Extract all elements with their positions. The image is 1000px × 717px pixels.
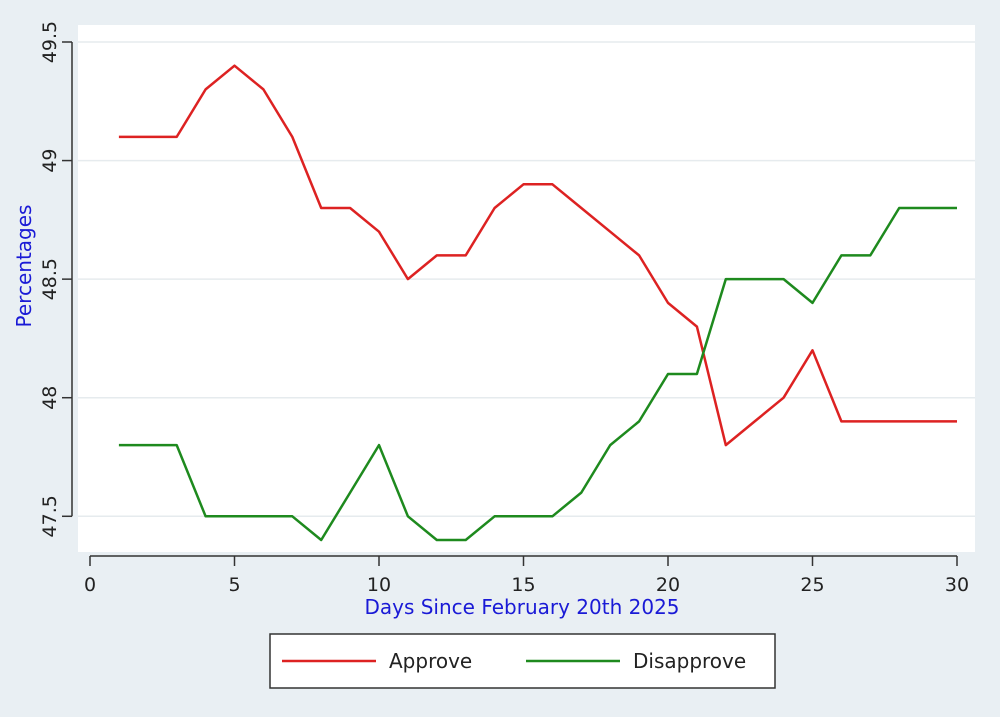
- y-tick-label: 49.5: [39, 21, 61, 63]
- legend-label-approve: Approve: [389, 649, 472, 673]
- legend-label-disapprove: Disapprove: [633, 649, 746, 673]
- x-tick-label: 25: [800, 574, 824, 596]
- series-line-disapprove: [118, 206, 957, 542]
- series-line-approve: [118, 64, 957, 447]
- x-axis-ticks: 0 5 10 15 20 25 30: [84, 556, 969, 596]
- x-tick-label: 30: [945, 574, 969, 596]
- x-tick-label: 10: [367, 574, 391, 596]
- y-axis-ticks: 47.5 48 48.5 49 49.5: [39, 21, 72, 537]
- x-axis-title: Days Since February 20th 2025: [364, 595, 679, 619]
- legend: Approve Disapprove: [269, 633, 776, 689]
- x-tick-label: 20: [656, 574, 680, 596]
- y-tick-label: 47.5: [39, 495, 61, 537]
- y-tick-label: 48: [39, 386, 61, 410]
- y-tick-label: 48.5: [39, 258, 61, 300]
- x-tick-label: 15: [511, 574, 535, 596]
- y-tick-label: 49: [39, 148, 61, 172]
- y-axis-title: Percentages: [12, 205, 36, 328]
- x-tick-label: 0: [84, 574, 96, 596]
- plot-area: [78, 25, 975, 552]
- series-lines: [118, 64, 957, 542]
- x-tick-label: 5: [228, 574, 240, 596]
